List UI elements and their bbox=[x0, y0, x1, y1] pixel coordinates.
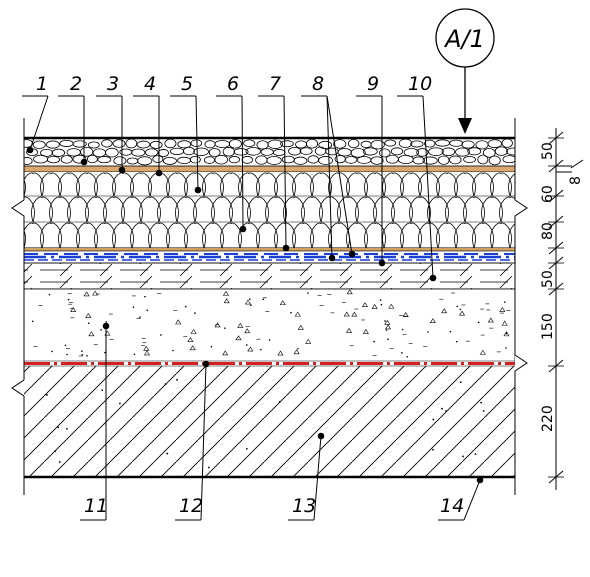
dim-80: 80 bbox=[540, 222, 556, 240]
label-14: 14 bbox=[440, 495, 464, 517]
dim-8: 8 bbox=[568, 176, 584, 185]
break-mark-right-bottom bbox=[514, 354, 528, 373]
label-8: 8 bbox=[312, 73, 324, 95]
concrete-slab bbox=[24, 366, 515, 476]
label-4: 4 bbox=[144, 73, 156, 95]
break-mark-left-top bbox=[11, 199, 25, 232]
dim-50-bottom: 50 bbox=[540, 270, 556, 288]
label-5: 5 bbox=[181, 73, 193, 95]
separation-layer bbox=[24, 165, 515, 173]
section-mark-label: A/1 bbox=[443, 25, 485, 53]
label-3: 3 bbox=[107, 73, 119, 95]
dim-150: 150 bbox=[540, 313, 556, 340]
vapour-barrier-layer bbox=[24, 360, 515, 367]
insulation-layer bbox=[24, 172, 515, 249]
bottom-labels: 11 12 13 14 bbox=[84, 495, 464, 517]
section-mark: A/1 bbox=[435, 8, 495, 134]
label-11: 11 bbox=[84, 495, 108, 517]
screed-layer bbox=[24, 262, 515, 290]
top-labels: 1 2 3 4 5 6 7 8 9 10 bbox=[36, 73, 432, 95]
label-6: 6 bbox=[227, 73, 239, 95]
section-arrow-icon bbox=[458, 118, 472, 134]
label-13: 13 bbox=[292, 495, 316, 517]
gravel-layer bbox=[24, 138, 515, 166]
leader-lines bbox=[22, 95, 484, 521]
dimension-chain: 50 60 80 50 150 220 8 bbox=[540, 128, 584, 490]
dim-220: 220 bbox=[540, 405, 556, 432]
label-10: 10 bbox=[408, 73, 432, 95]
waterproofing-layer bbox=[24, 250, 515, 264]
label-12: 12 bbox=[179, 495, 203, 517]
break-mark-right-top bbox=[514, 199, 528, 232]
concrete-fill-layer bbox=[24, 288, 515, 364]
label-9: 9 bbox=[367, 73, 379, 95]
dim-50-top: 50 bbox=[540, 142, 556, 160]
dim-60: 60 bbox=[540, 185, 556, 203]
label-7: 7 bbox=[269, 73, 281, 95]
break-mark-left-bottom bbox=[11, 379, 25, 398]
label-1: 1 bbox=[36, 73, 48, 95]
layers bbox=[24, 138, 515, 476]
label-2: 2 bbox=[70, 73, 82, 95]
